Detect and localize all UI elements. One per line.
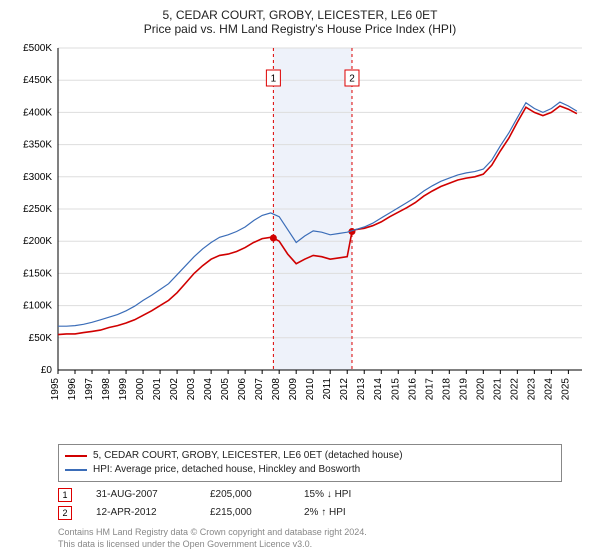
sale-row: 2 12-APR-2012 £215,000 2% ↑ HPI (58, 504, 562, 522)
svg-text:2011: 2011 (322, 378, 333, 400)
svg-text:2025: 2025 (560, 378, 571, 401)
legend-label: HPI: Average price, detached house, Hinc… (93, 463, 360, 477)
svg-text:2012: 2012 (339, 378, 350, 401)
svg-text:£350K: £350K (23, 140, 52, 151)
sale-marker: 2 (58, 506, 72, 520)
svg-text:1995: 1995 (50, 378, 61, 401)
svg-text:2010: 2010 (305, 378, 316, 401)
svg-text:2008: 2008 (271, 378, 282, 401)
sale-row: 1 31-AUG-2007 £205,000 15% ↓ HPI (58, 486, 562, 504)
svg-text:£300K: £300K (23, 172, 52, 183)
svg-text:£200K: £200K (23, 236, 52, 247)
svg-text:£400K: £400K (23, 107, 52, 118)
sale-date: 31-AUG-2007 (96, 486, 186, 504)
legend-swatch (65, 469, 87, 471)
svg-text:2023: 2023 (526, 378, 537, 401)
svg-text:2005: 2005 (220, 378, 231, 401)
svg-text:2017: 2017 (424, 378, 435, 401)
svg-text:2000: 2000 (135, 378, 146, 401)
svg-text:2016: 2016 (407, 378, 418, 401)
svg-text:2004: 2004 (203, 378, 214, 401)
sale-date: 12-APR-2012 (96, 504, 186, 522)
footnote-line: Contains HM Land Registry data © Crown c… (58, 526, 562, 538)
svg-text:2001: 2001 (152, 378, 163, 401)
svg-text:£250K: £250K (23, 204, 52, 215)
legend: 5, CEDAR COURT, GROBY, LEICESTER, LE6 0E… (58, 444, 562, 482)
svg-text:1996: 1996 (67, 378, 78, 401)
svg-text:2014: 2014 (373, 378, 384, 401)
footnote: Contains HM Land Registry data © Crown c… (58, 526, 562, 550)
svg-text:1: 1 (271, 74, 277, 85)
svg-text:1997: 1997 (84, 378, 95, 401)
svg-text:2022: 2022 (509, 378, 520, 401)
legend-item: 5, CEDAR COURT, GROBY, LEICESTER, LE6 0E… (65, 449, 555, 463)
svg-text:2006: 2006 (237, 378, 248, 401)
svg-text:1999: 1999 (118, 378, 129, 401)
svg-text:2024: 2024 (543, 378, 554, 401)
svg-text:2003: 2003 (186, 378, 197, 401)
sale-delta: 15% ↓ HPI (304, 486, 384, 504)
svg-text:1998: 1998 (101, 378, 112, 401)
svg-text:£50K: £50K (29, 333, 53, 344)
legend-item: HPI: Average price, detached house, Hinc… (65, 463, 555, 477)
chart-title: 5, CEDAR COURT, GROBY, LEICESTER, LE6 0E… (8, 8, 592, 22)
svg-text:£100K: £100K (23, 301, 52, 312)
sales-table: 1 31-AUG-2007 £205,000 15% ↓ HPI 2 12-APR-201… (58, 486, 562, 522)
legend-label: 5, CEDAR COURT, GROBY, LEICESTER, LE6 0E… (93, 449, 403, 463)
svg-text:2013: 2013 (356, 378, 367, 401)
svg-text:2019: 2019 (458, 378, 469, 401)
sale-price: £205,000 (210, 486, 280, 504)
sale-delta: 2% ↑ HPI (304, 504, 384, 522)
price-chart: £0 £50K £100K £150K £200K £250K £300K £350K £400… (8, 40, 592, 440)
svg-text:2021: 2021 (492, 378, 503, 401)
svg-text:£500K: £500K (23, 43, 52, 54)
svg-text:2015: 2015 (390, 378, 401, 401)
svg-text:£150K: £150K (23, 268, 52, 279)
svg-text:2009: 2009 (288, 378, 299, 401)
svg-text:2007: 2007 (254, 378, 265, 401)
svg-text:2020: 2020 (475, 378, 486, 401)
legend-swatch (65, 455, 87, 457)
svg-text:£450K: £450K (23, 75, 52, 86)
chart-subtitle: Price paid vs. HM Land Registry's House … (8, 22, 592, 36)
svg-text:£0: £0 (41, 365, 53, 376)
sale-marker: 1 (58, 488, 72, 502)
svg-text:2018: 2018 (441, 378, 452, 401)
svg-text:2002: 2002 (169, 378, 180, 401)
footnote-line: This data is licensed under the Open Gov… (58, 538, 562, 550)
svg-text:2: 2 (349, 74, 355, 85)
sale-price: £215,000 (210, 504, 280, 522)
